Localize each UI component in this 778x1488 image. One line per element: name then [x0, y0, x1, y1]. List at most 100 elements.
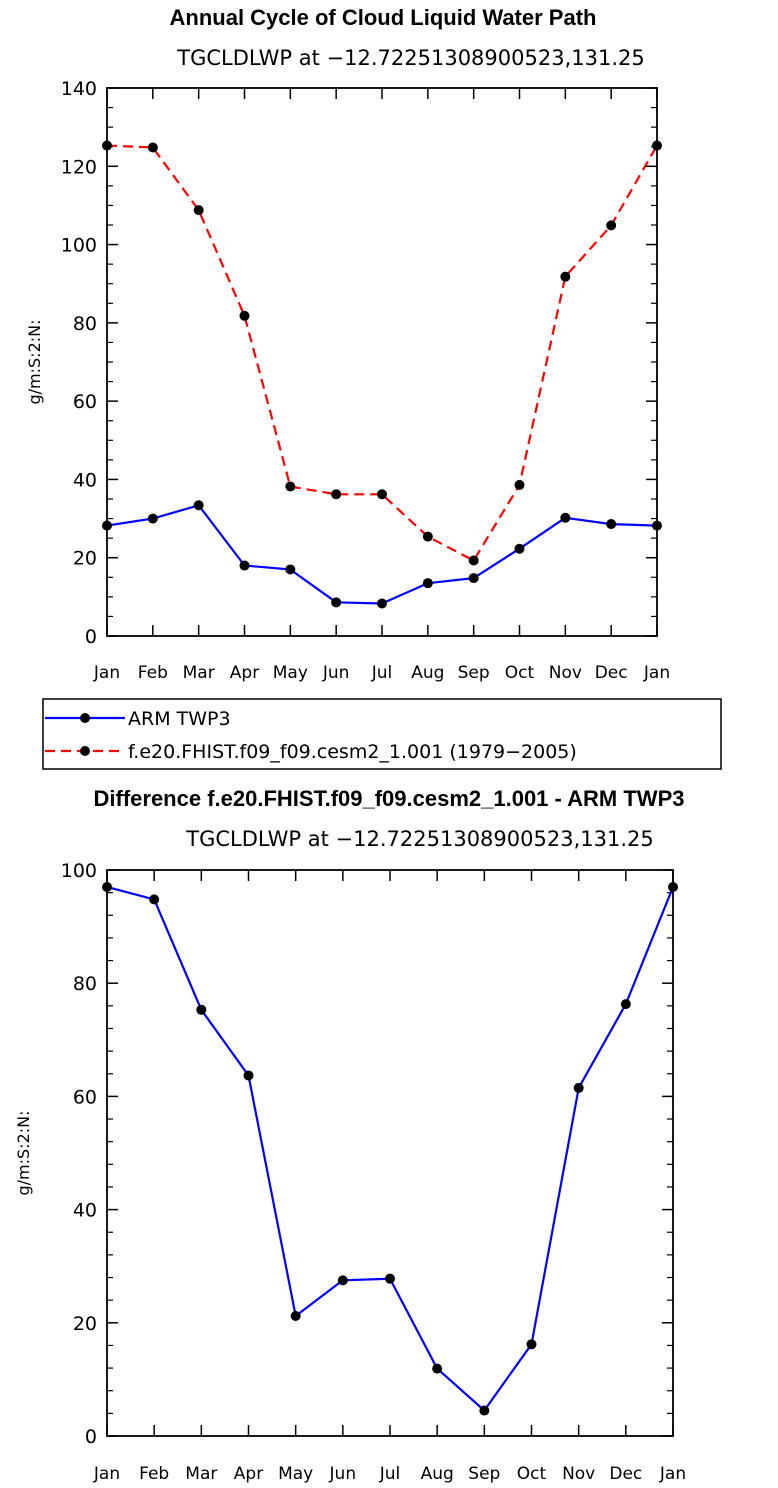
- chart1-series-0-point: [514, 543, 525, 554]
- chart2-xtick-label: Aug: [421, 1464, 454, 1484]
- chart2-series-0-point: [149, 894, 160, 905]
- chart1-series-0-point: [468, 573, 479, 584]
- chart2-xtick-label: May: [278, 1464, 313, 1484]
- chart2-ytick-label: 0: [85, 1426, 97, 1448]
- chart2-xtick-label: Apr: [234, 1464, 263, 1484]
- chart1-xtick-label: Oct: [505, 663, 535, 683]
- chart1-series-0-point: [652, 520, 662, 531]
- chart1-series-1-point: [102, 140, 112, 151]
- chart1-ytick-label: 120: [61, 156, 97, 178]
- chart2-ytick-label: 100: [61, 860, 97, 882]
- chart2-series-0-point: [385, 1273, 395, 1284]
- chart1-plot: 0 20 40 60 80 100 120 140 Jan Feb Mar Apr May Jun Jul A…: [25, 78, 670, 683]
- chart1-subtitle: TGCLDLWP at −12.72251308900523,131.25: [176, 46, 645, 70]
- chart1-xtick-label: May: [273, 663, 308, 683]
- chart1-series-1-point: [331, 489, 342, 500]
- chart1-series-1-point: [285, 481, 296, 492]
- chart1-ytick-label: 20: [73, 548, 97, 570]
- chart2-series-line-0: [106, 885, 675, 1412]
- chart1-xtick-label: Jun: [322, 663, 350, 683]
- chart1-title: Annual Cycle of Cloud Liquid Water Path: [170, 5, 597, 30]
- chart1-series-1-point: [606, 220, 617, 231]
- chart1-series-1-point: [652, 140, 662, 151]
- chart2-plot: 0 20 40 60 80 100 Jan Feb Mar Apr May Jun Jul Aug Sep O…: [14, 860, 686, 1484]
- chart1-frame: [106, 87, 658, 637]
- chart1-ylabel: g/m:S:2:N:: [25, 320, 44, 405]
- chart2-xtick-label: Feb: [139, 1464, 169, 1484]
- chart2-series-0-point: [668, 881, 678, 892]
- chart1-xtick-label: Jan: [93, 663, 120, 683]
- chart2-series-0-point: [290, 1311, 301, 1322]
- chart1-xtick-label: Jan: [643, 663, 670, 683]
- chart1-series-1-point: [377, 489, 387, 500]
- chart1-series-0-point: [285, 564, 296, 575]
- chart1-xtick-label: Aug: [411, 663, 444, 683]
- chart1-series-1-point: [239, 310, 250, 321]
- chart2-xtick-label: Oct: [517, 1464, 547, 1484]
- chart2-xtick-label: Nov: [562, 1464, 595, 1484]
- legend-label-arm: ARM TWP3: [128, 708, 231, 730]
- chart1-series-1-point: [514, 479, 525, 490]
- chart1-series-1-point: [468, 555, 479, 566]
- chart2-series-0-point: [243, 1070, 254, 1081]
- chart1-series-0-point: [147, 513, 158, 524]
- legend: ARM TWP3 f.e20.FHIST.f09_f09.cesm2_1.001…: [42, 698, 722, 770]
- chart1-series-0-point: [422, 578, 433, 589]
- chart1-ytick-label: 60: [73, 391, 97, 413]
- chart2-title: Difference f.e20.FHIST.f09_f09.cesm2_1.0…: [94, 786, 685, 811]
- chart1-series-1-point: [147, 142, 158, 153]
- chart1-xtick-label: Nov: [549, 663, 582, 683]
- chart1-ytick-label: 140: [61, 78, 97, 100]
- legend-marker-model: [80, 746, 90, 756]
- chart2-ytick-label: 60: [73, 1086, 97, 1108]
- chart1-xtick-label: Dec: [595, 663, 628, 683]
- chart2-series-0-point: [573, 1082, 584, 1093]
- legend-item-model: f.e20.FHIST.f09_f09.cesm2_1.001 (1979−20…: [45, 741, 577, 763]
- chart2-xtick-label: Jul: [379, 1464, 401, 1484]
- chart2-ytick-label: 80: [73, 973, 97, 995]
- chart2-subtitle: TGCLDLWP at −12.72251308900523,131.25: [185, 827, 654, 851]
- chart1-xtick-label: Sep: [458, 663, 490, 683]
- chart2-xtick-label: Sep: [468, 1464, 500, 1484]
- chart2-ytick-label: 20: [73, 1313, 97, 1335]
- chart1-series-1-point: [560, 271, 571, 282]
- chart1-series-1-point: [422, 531, 433, 542]
- chart2-series-0-point: [479, 1405, 490, 1416]
- chart1-series-0-point: [560, 512, 571, 523]
- chart1-series-0-point: [377, 598, 387, 609]
- chart1-series-0-point: [102, 520, 112, 531]
- chart2-series-0-point: [196, 1004, 207, 1015]
- legend-item-arm: ARM TWP3: [45, 708, 231, 730]
- legend-box: [42, 698, 722, 770]
- chart1-series-0-point: [193, 500, 204, 511]
- chart2-xtick-label: Jan: [659, 1464, 686, 1484]
- chart2-series-0-point: [337, 1275, 348, 1286]
- chart1-ytick-label: 80: [73, 313, 97, 335]
- chart1-series-0-point: [331, 597, 342, 608]
- legend-label-model: f.e20.FHIST.f09_f09.cesm2_1.001 (1979−20…: [128, 741, 577, 763]
- chart1-series-0-point: [239, 560, 250, 571]
- chart2-xtick-label: Jan: [93, 1464, 120, 1484]
- chart2-ytick-label: 40: [73, 1200, 97, 1222]
- chart1-xtick-label: Feb: [138, 663, 168, 683]
- legend-marker-arm: [80, 713, 90, 723]
- chart1-ytick-label: 0: [85, 626, 97, 648]
- chart2-ylabel: g/m:S:2:N:: [14, 1111, 33, 1196]
- chart1-series-line-0: [106, 504, 658, 605]
- chart2-xtick-label: Dec: [609, 1464, 642, 1484]
- chart2-series-0-point: [102, 881, 112, 892]
- chart2-series-0-point: [526, 1339, 537, 1350]
- chart1-ytick-label: 100: [61, 235, 97, 257]
- chart2-frame: [106, 869, 674, 1437]
- chart1-xtick-label: Mar: [183, 663, 215, 683]
- chart2-xtick-label: Jun: [329, 1464, 357, 1484]
- chart1-xtick-label: Jul: [371, 663, 393, 683]
- chart1-series-0-point: [606, 519, 617, 530]
- chart2-xtick-label: Mar: [185, 1464, 217, 1484]
- chart2-series-0-point: [620, 999, 631, 1010]
- chart1-series-1-point: [193, 205, 204, 216]
- chart1-xtick-label: Apr: [230, 663, 259, 683]
- chart2-series-0-point: [432, 1363, 443, 1374]
- chart1-ytick-label: 40: [73, 469, 97, 491]
